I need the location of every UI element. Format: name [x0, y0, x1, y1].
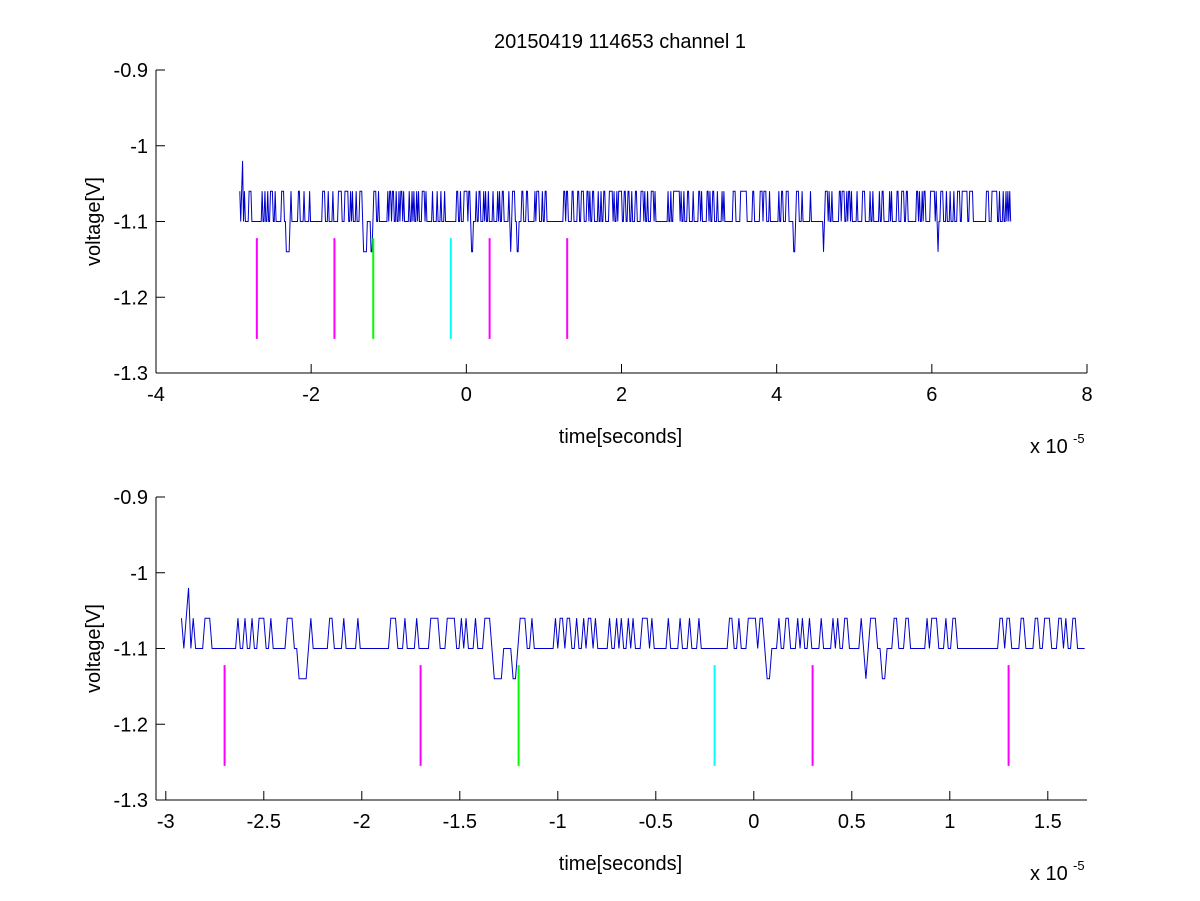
y-tick-label: -1: [130, 563, 148, 585]
x-tick-label: -0.5: [639, 811, 673, 833]
x-tick-label: -4: [147, 384, 165, 406]
y-tick-label: -1.2: [114, 714, 148, 736]
y-tick-label: -1.3: [114, 363, 148, 385]
top-plot-panel: -0.9 -1 -1.1 -1.2 -1.3-4 -2 0 2 4 6 8 time[seconds]…: [83, 60, 1093, 458]
x-tick-label: 0.5: [838, 811, 866, 833]
x-tick-label: 1.5: [1034, 811, 1062, 833]
x-tick-label: -3: [157, 811, 175, 833]
y-axis-label: voltage[V]: [83, 177, 105, 266]
x-tick-label: -1: [549, 811, 567, 833]
x-exponent-label: x 10: [1030, 436, 1068, 458]
voltage-trace: [239, 160, 1012, 253]
y-axis-label: voltage[V]: [83, 604, 105, 693]
x-tick-label: 6: [926, 384, 937, 406]
y-tick-label: -1.1: [114, 212, 148, 234]
x-exponent-label: x 10: [1030, 863, 1068, 885]
x-tick-label: -1.5: [443, 811, 477, 833]
voltage-trace: [180, 587, 1085, 680]
y-tick-label: -0.9: [114, 487, 148, 509]
x-tick-label: -2.5: [247, 811, 281, 833]
x-exponent-power: -5: [1073, 858, 1085, 873]
x-axis-label: time[seconds]: [559, 426, 682, 448]
y-tick-label: -1.1: [114, 639, 148, 661]
x-tick-label: -2: [302, 384, 320, 406]
x-tick-label: 4: [771, 384, 782, 406]
x-exponent-power: -5: [1073, 431, 1085, 446]
y-tick-label: -0.9: [114, 60, 148, 82]
y-tick-label: -1.2: [114, 287, 148, 309]
x-tick-label: 8: [1081, 384, 1092, 406]
x-tick-label: 0: [748, 811, 759, 833]
x-axis-label: time[seconds]: [559, 853, 682, 875]
x-tick-label: 1: [944, 811, 955, 833]
bottom-plot-panel: -0.9 -1 -1.1 -1.2 -1.3 -3 -2.5 -2 -1.5 -1 -0.5 0 0.5…: [83, 487, 1087, 885]
x-tick-label: -2: [353, 811, 371, 833]
y-tick-label: -1.3: [114, 790, 148, 812]
x-tick-label: 0: [461, 384, 472, 406]
figure-title: 20150419 114653 channel 1: [494, 31, 746, 53]
y-tick-label: -1: [130, 136, 148, 158]
x-tick-label: 2: [616, 384, 627, 406]
